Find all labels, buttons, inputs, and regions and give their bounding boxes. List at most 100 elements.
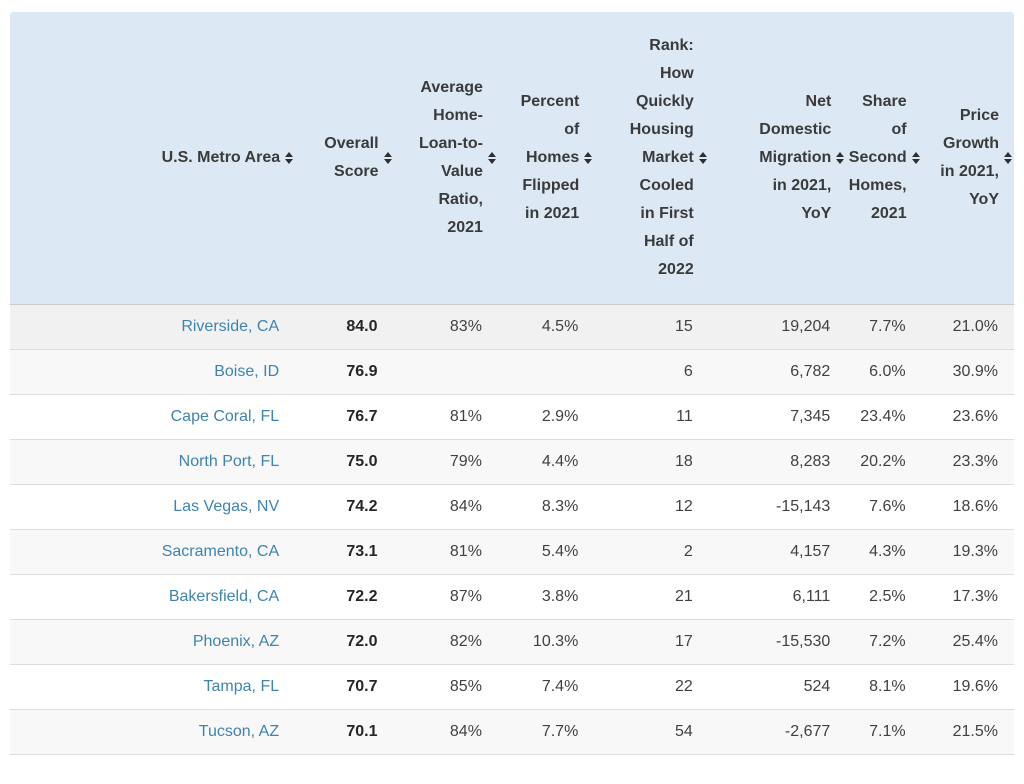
cell-price_growth: 23.3% — [921, 439, 1014, 485]
column-header-pct_flipped[interactable]: Percent of Homes Flipped in 2021 — [497, 12, 595, 305]
metro-link[interactable]: Boise, ID — [214, 363, 280, 380]
table-row: Tampa, FL 70.7 85% 7.4% 22 524 8.1% 19.6% — [10, 664, 1014, 710]
cell-second_homes: 2.5% — [846, 574, 922, 620]
sort-ascending-icon — [487, 152, 496, 157]
cell-overall_score: 75.0 — [295, 439, 394, 485]
metro-link[interactable]: North Port, FL — [178, 453, 280, 470]
sort-icon[interactable] — [836, 152, 845, 164]
table-row: Sacramento, CA 73.1 81% 5.4% 2 4,157 4.3% 19.3% — [10, 529, 1014, 575]
cell-second_homes: 20.2% — [846, 439, 922, 485]
cell-metro: Boise, ID — [10, 349, 296, 395]
sort-descending-icon — [285, 159, 294, 164]
cell-cooling_rank: 17 — [594, 619, 709, 665]
metro-link[interactable]: Tucson, AZ — [198, 723, 280, 740]
column-header-inner: Overall Score — [295, 130, 392, 186]
cell-second_homes: 7.2% — [846, 619, 922, 665]
cell-avg_ltv: 85% — [393, 664, 498, 710]
cell-cooling_rank: 18 — [594, 439, 709, 485]
sort-ascending-icon — [383, 152, 392, 157]
column-header-overall_score[interactable]: Overall Score — [295, 12, 394, 305]
cell-metro: Tampa, FL — [10, 664, 296, 710]
table-row: Riverside, CA 84.0 83% 4.5% 15 19,204 7.7% 21.0… — [10, 304, 1014, 350]
cell-net_migration: -2,677 — [708, 709, 847, 755]
cell-overall_score: 72.2 — [295, 574, 394, 620]
sort-icon[interactable] — [698, 152, 707, 164]
cell-pct_flipped: 7.7% — [497, 709, 595, 755]
metro-link[interactable]: Sacramento, CA — [161, 543, 280, 560]
column-header-cooling_rank[interactable]: Rank: How Quickly Housing Market Cooled … — [594, 12, 709, 305]
cell-avg_ltv: 81% — [393, 529, 498, 575]
cell-net_migration: 6,111 — [708, 574, 847, 620]
cell-cooling_rank: 6 — [594, 349, 709, 395]
sort-icon[interactable] — [383, 152, 392, 164]
sort-icon[interactable] — [1004, 152, 1012, 164]
cell-pct_flipped: 8.3% — [497, 484, 595, 530]
column-header-metro[interactable]: U.S. Metro Area — [10, 12, 296, 305]
cell-price_growth: 19.6% — [921, 664, 1014, 710]
cell-cooling_rank: 22 — [594, 664, 709, 710]
cell-overall_score: 72.0 — [295, 619, 394, 665]
metro-link[interactable]: Bakersfield, CA — [168, 588, 280, 605]
sort-ascending-icon — [698, 152, 707, 157]
metro-link[interactable]: Riverside, CA — [181, 318, 280, 335]
column-header-second_homes[interactable]: Share of Second Homes, 2021 — [846, 12, 922, 305]
cell-pct_flipped: 2.9% — [497, 394, 595, 440]
cell-overall_score: 76.7 — [295, 394, 394, 440]
cell-second_homes: 23.4% — [846, 394, 922, 440]
cell-net_migration: 8,283 — [708, 439, 847, 485]
sort-descending-icon — [698, 159, 707, 164]
column-header-label: Percent of Homes Flipped in 2021 — [520, 93, 580, 222]
sort-descending-icon — [487, 159, 496, 164]
column-header-avg_ltv[interactable]: Average Home-Loan-to-Value Ratio, 2021 — [393, 12, 498, 305]
cell-pct_flipped: 4.4% — [497, 439, 595, 485]
sort-icon[interactable] — [285, 152, 294, 164]
cell-price_growth: 21.0% — [921, 304, 1014, 350]
column-header-label: Overall Score — [324, 135, 379, 180]
column-header-label: Rank: How Quickly Housing Market Cooled … — [629, 37, 694, 278]
cell-second_homes: 6.0% — [846, 349, 922, 395]
metro-link[interactable]: Tampa, FL — [203, 678, 280, 695]
cell-net_migration: 524 — [708, 664, 847, 710]
cell-net_migration: -15,530 — [708, 619, 847, 665]
cell-cooling_rank: 12 — [594, 484, 709, 530]
cell-price_growth: 19.3% — [921, 529, 1014, 575]
cell-price_growth: 25.4% — [921, 619, 1014, 665]
column-header-inner: Share of Second Homes, 2021 — [846, 88, 920, 228]
metro-link[interactable]: Las Vegas, NV — [173, 498, 280, 515]
cell-second_homes: 7.6% — [846, 484, 922, 530]
column-header-label: Net Domestic Migration in 2021, YoY — [759, 93, 832, 222]
column-header-label: Price Growth in 2021, YoY — [940, 107, 999, 208]
cell-pct_flipped: 10.3% — [497, 619, 595, 665]
column-header-net_migration[interactable]: Net Domestic Migration in 2021, YoY — [708, 12, 847, 305]
cell-price_growth: 17.3% — [921, 574, 1014, 620]
metro-housing-table-container: U.S. Metro Area Overall Score Average Home… — [10, 12, 1014, 755]
sort-icon[interactable] — [584, 152, 593, 164]
cell-cooling_rank: 54 — [594, 709, 709, 755]
cell-price_growth: 30.9% — [921, 349, 1014, 395]
table-row: Tucson, AZ 70.1 84% 7.7% 54 -2,677 7.1% 21.5% — [10, 709, 1014, 755]
column-header-inner: Percent of Homes Flipped in 2021 — [498, 88, 593, 228]
metro-link[interactable]: Phoenix, AZ — [192, 633, 280, 650]
sort-ascending-icon — [1004, 152, 1012, 157]
sort-ascending-icon — [285, 152, 294, 157]
table-row: Las Vegas, NV 74.2 84% 8.3% 12 -15,143 7.6% 18.… — [10, 484, 1014, 530]
cell-overall_score: 73.1 — [295, 529, 394, 575]
cell-price_growth: 21.5% — [921, 709, 1014, 755]
sort-icon[interactable] — [911, 152, 920, 164]
metro-link[interactable]: Cape Coral, FL — [170, 408, 280, 425]
table-row: Cape Coral, FL 76.7 81% 2.9% 11 7,345 23.4% 23.… — [10, 394, 1014, 440]
column-header-price_growth[interactable]: Price Growth in 2021, YoY — [921, 12, 1014, 305]
sort-ascending-icon — [584, 152, 593, 157]
cell-overall_score: 84.0 — [295, 304, 394, 350]
table-row: Boise, ID 76.9 6 6,782 6.0% 30.9% — [10, 349, 1014, 395]
column-header-label: Average Home-Loan-to-Value Ratio, 2021 — [418, 79, 483, 236]
cell-second_homes: 8.1% — [846, 664, 922, 710]
table-body: Riverside, CA 84.0 83% 4.5% 15 19,204 7.7% 21.0… — [10, 304, 1014, 755]
sort-descending-icon — [383, 159, 392, 164]
metro-housing-table: U.S. Metro Area Overall Score Average Home… — [10, 12, 1014, 755]
sort-ascending-icon — [836, 152, 845, 157]
cell-overall_score: 70.1 — [295, 709, 394, 755]
column-header-inner: Average Home-Loan-to-Value Ratio, 2021 — [394, 74, 496, 242]
column-header-label: Share of Second Homes, 2021 — [848, 93, 907, 222]
sort-icon[interactable] — [487, 152, 496, 164]
